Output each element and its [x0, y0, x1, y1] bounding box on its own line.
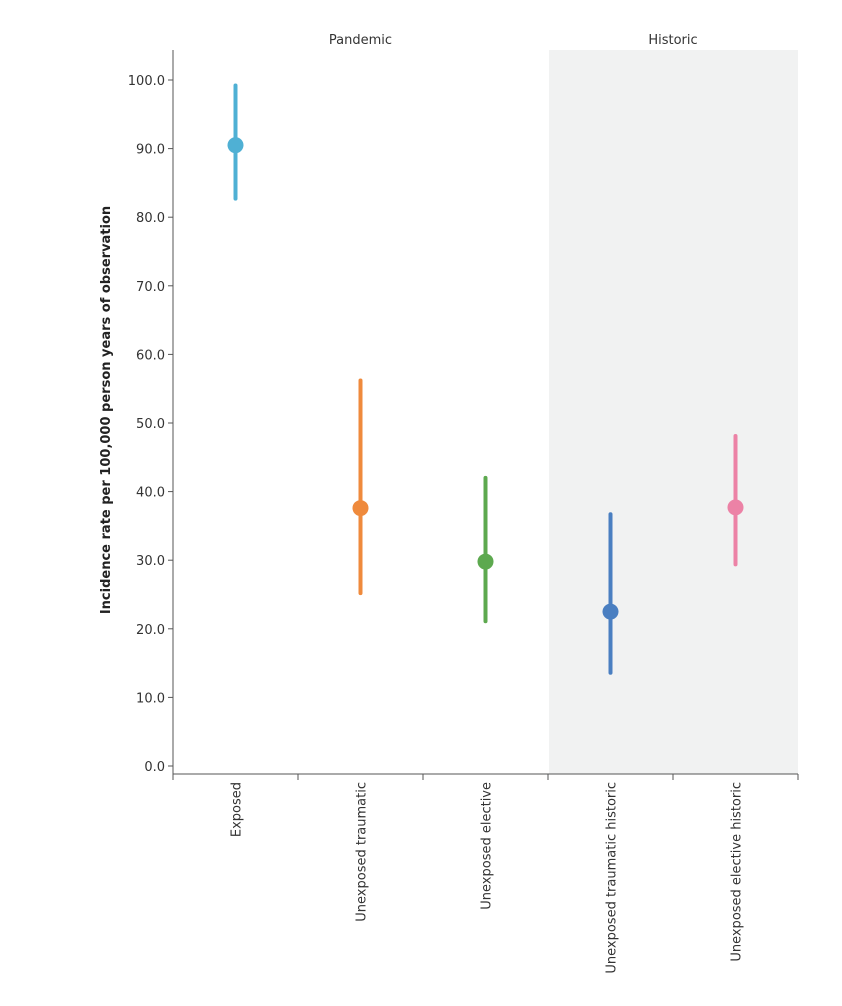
data-point	[352, 500, 369, 517]
y-tick-label: 40.0	[136, 486, 165, 501]
y-tick-label: 60.0	[136, 348, 165, 363]
y-tick-label: 50.0	[136, 417, 165, 432]
y-tick-label: 20.0	[136, 623, 165, 638]
data-point	[727, 499, 744, 516]
y-tick-label: 0.0	[144, 760, 165, 775]
x-category-label: Exposed	[230, 782, 245, 837]
x-category-label: Unexposed elective	[480, 782, 495, 910]
data-point	[477, 553, 494, 570]
panel-label-historic: Historic	[648, 33, 697, 48]
axes-layer: Pandemic Historic 0.0 10.0 20.0 30.0 40.0 50.0 6…	[128, 33, 799, 974]
x-category-label: Unexposed traumatic	[355, 782, 370, 922]
x-category-label: Unexposed elective historic	[730, 782, 745, 962]
y-tick-label: 90.0	[136, 143, 165, 158]
panel-background-historic	[549, 50, 798, 774]
panel-label-pandemic: Pandemic	[329, 33, 392, 48]
y-tick-label: 30.0	[136, 554, 165, 569]
data-point	[227, 137, 244, 154]
y-axis-title: Incidence rate per 100,000 person years …	[99, 206, 114, 614]
y-tick-label: 10.0	[136, 691, 165, 706]
x-category-label: Unexposed traumatic historic	[605, 782, 620, 974]
y-tick-label: 80.0	[136, 211, 165, 226]
panel-background-layer	[549, 50, 798, 774]
y-tick-label: 100.0	[128, 74, 165, 89]
y-tick-label: 70.0	[136, 280, 165, 295]
data-point	[602, 603, 619, 620]
marks-layer	[227, 83, 744, 675]
